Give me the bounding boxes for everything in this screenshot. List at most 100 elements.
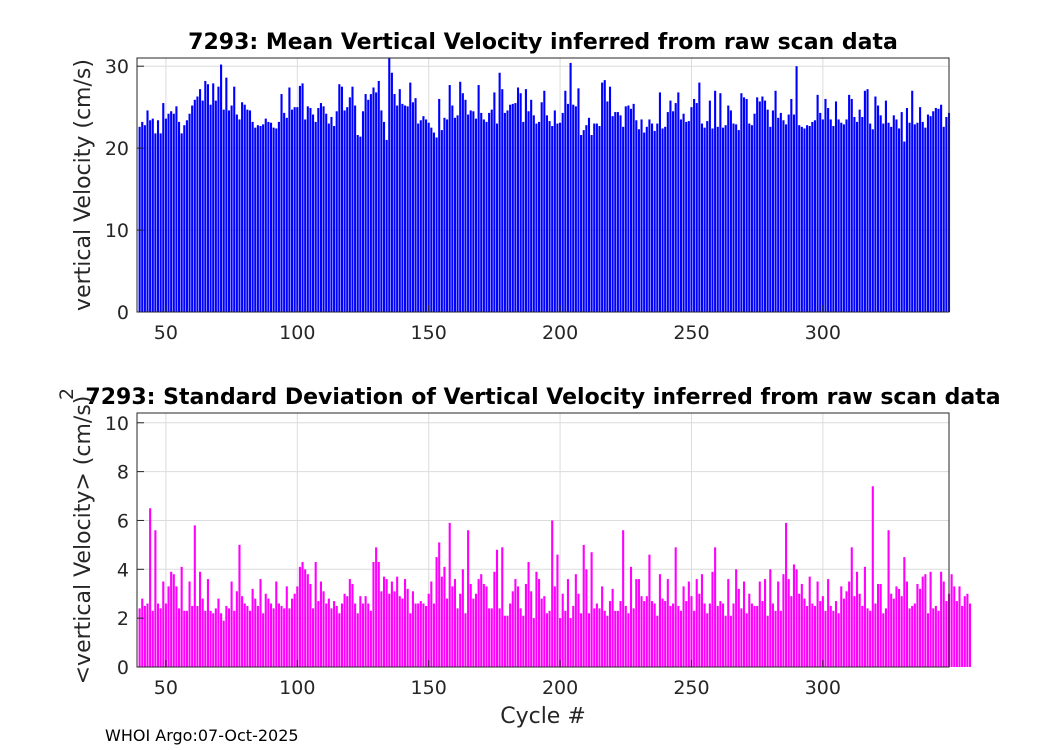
bar (141, 121, 144, 312)
bar (622, 530, 625, 667)
mean-velocity-chart: 50 100 150 200 250 300 0 10 20 30 7293: Mean Ver… (71, 30, 951, 344)
x-tick-labels: 50 100 150 200 250 300 (154, 660, 841, 699)
bar (890, 593, 893, 667)
bar (556, 123, 559, 312)
bar (587, 613, 591, 667)
bar (275, 128, 278, 312)
bar (393, 94, 396, 312)
x-tick-label: 150 (411, 677, 447, 699)
bar (719, 601, 722, 667)
bar (212, 613, 215, 667)
bar (290, 109, 294, 313)
bar (435, 137, 438, 312)
bar (474, 118, 478, 312)
bar (958, 586, 961, 667)
bar (472, 111, 475, 312)
bar (422, 116, 425, 312)
bar (398, 89, 401, 312)
bar (590, 552, 593, 667)
bar (934, 605, 937, 667)
bar (721, 603, 725, 667)
bar (522, 615, 525, 667)
bar (175, 586, 178, 667)
bar (834, 101, 838, 313)
bar (427, 593, 430, 667)
bar (296, 107, 299, 312)
x-tick-label: 200 (542, 322, 578, 344)
y-tick-label: 4 (117, 559, 129, 581)
bar (708, 603, 711, 667)
bar (138, 608, 141, 667)
y-tick-label: 0 (117, 657, 129, 679)
bar (803, 128, 806, 312)
bar (711, 571, 714, 667)
bar (204, 610, 207, 667)
bar (735, 569, 738, 667)
bar (469, 110, 472, 312)
bar (241, 596, 244, 667)
bar (795, 66, 798, 312)
bar (212, 83, 215, 313)
bar (269, 603, 273, 667)
bar (548, 610, 551, 667)
bar (188, 581, 191, 667)
bar (388, 593, 391, 667)
bar (312, 114, 315, 312)
bar (656, 123, 659, 312)
bar (443, 566, 446, 667)
bar (193, 99, 196, 312)
bar (908, 608, 911, 667)
bar (798, 593, 801, 667)
bar (929, 571, 932, 667)
bar (262, 613, 265, 667)
bar (293, 593, 296, 667)
bar (879, 583, 882, 667)
bar (467, 114, 470, 312)
bar (251, 121, 254, 312)
bar (622, 126, 625, 312)
bar (861, 116, 864, 313)
bar (903, 141, 906, 312)
bar (288, 87, 291, 312)
bar (243, 104, 246, 312)
bar (143, 125, 146, 312)
bar (635, 579, 638, 667)
bar (511, 103, 514, 312)
bar (482, 583, 485, 667)
bar (519, 93, 522, 312)
x-tick-label: 50 (154, 322, 178, 344)
bar (293, 107, 296, 312)
bar (569, 62, 572, 312)
bar (325, 603, 328, 667)
bar (855, 121, 859, 312)
bar (298, 85, 301, 312)
bar (950, 574, 953, 667)
bar (343, 593, 346, 667)
bar (280, 94, 283, 312)
y-axis-label: <vertical Velocity> (cm/s) (71, 396, 96, 685)
bar (821, 119, 824, 312)
bar (346, 596, 349, 667)
bar (866, 89, 869, 312)
bar (921, 576, 924, 667)
chart-title: 7293: Mean Vertical Velocity inferred fr… (188, 30, 898, 55)
bar (188, 113, 191, 312)
bar (435, 557, 438, 667)
bar (453, 579, 457, 667)
bar (653, 130, 656, 312)
bar (162, 103, 165, 312)
bar (498, 608, 501, 667)
bar (658, 92, 661, 312)
bar (745, 98, 748, 312)
bar (556, 554, 559, 667)
x-tick-label: 250 (673, 677, 709, 699)
bar (530, 591, 533, 667)
bar (409, 613, 412, 667)
bar (790, 596, 793, 667)
bar (490, 109, 493, 313)
bar (430, 127, 433, 313)
bar (766, 615, 769, 667)
bar (154, 133, 157, 312)
bar (645, 596, 648, 667)
bar (595, 603, 598, 667)
